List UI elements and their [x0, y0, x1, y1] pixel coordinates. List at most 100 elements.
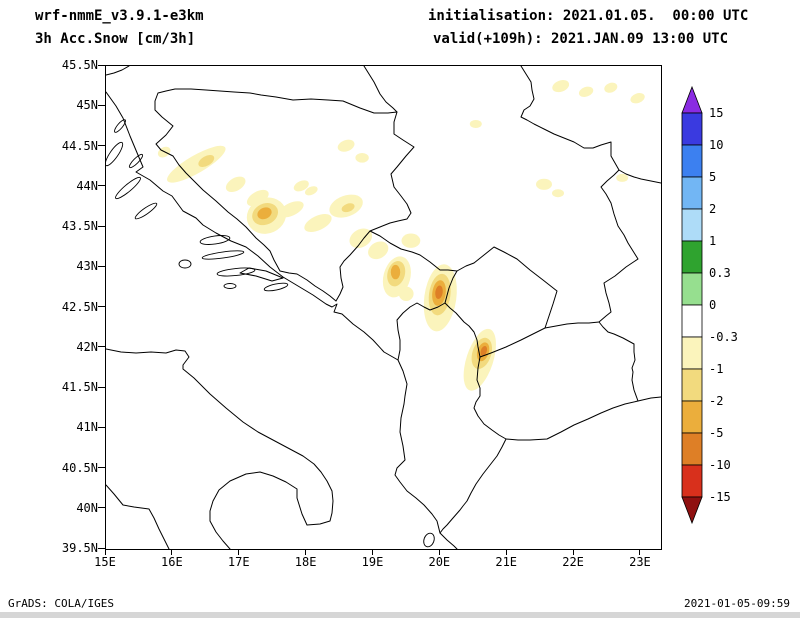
- island-hvar: [201, 250, 245, 260]
- snow-area: [225, 176, 246, 193]
- x-axis-tick: [572, 549, 574, 555]
- border-albania-macedonia: [473, 356, 507, 440]
- snow-area: [401, 233, 421, 248]
- island-dugi-otok: [115, 176, 141, 200]
- colorbar-segment: [681, 272, 703, 306]
- x-axis-tick: [371, 549, 373, 555]
- snow-area: [604, 82, 618, 93]
- border-croatia-bosnia-serbia: [154, 66, 398, 302]
- colorbar-label: 2: [709, 202, 716, 216]
- coastlines: [106, 91, 458, 549]
- snow-area: [167, 145, 226, 183]
- x-axis-tick: [438, 549, 440, 555]
- island-kornati: [134, 202, 158, 220]
- coastline-italy-tyrrhenian: [106, 484, 170, 549]
- snow-area: [536, 178, 552, 190]
- island-lastovo: [223, 283, 237, 289]
- colorbar-segment: [681, 240, 703, 274]
- coastline-italy-adriatic: [106, 348, 334, 549]
- colorbar-segment: [681, 368, 703, 402]
- y-axis-tick-label: 44.5N: [61, 138, 98, 153]
- colorbar: 15 10 5 2 1 0.3 0 -0.3 -1 -2 -5 -10 -15: [681, 85, 738, 525]
- snow-area: [349, 228, 373, 249]
- border-macedonia-bulgaria: [598, 321, 639, 402]
- colorbar-label: 15: [709, 106, 723, 120]
- y-axis-tick: [98, 306, 105, 307]
- colorbar-label: -1: [709, 362, 723, 376]
- island-brac: [199, 235, 231, 245]
- x-axis-tick-label: 20E: [428, 555, 451, 569]
- y-axis-tick-label: 40.5N: [61, 460, 98, 475]
- snow-area: [552, 189, 564, 198]
- x-axis-tick: [238, 549, 240, 555]
- y-axis-tick: [98, 426, 105, 428]
- colorbar-arrow-down: [681, 496, 703, 525]
- model-title: wrf-nmmE_v3.9.1-e3km: [35, 8, 204, 24]
- x-axis-tick-label: 23E: [629, 555, 651, 569]
- y-axis-tick: [98, 145, 105, 146]
- colorbar-label: 0.3: [709, 266, 731, 280]
- y-axis-tick-label: 41.5N: [61, 380, 98, 394]
- creation-timestamp: 2021-01-05-09:59: [684, 597, 790, 610]
- map-canvas: [106, 66, 661, 549]
- x-axis-tick-label: 15E: [94, 555, 116, 569]
- island-pag: [106, 141, 124, 167]
- colorbar-label: 0: [709, 298, 716, 312]
- y-axis-tick: [98, 104, 105, 106]
- snow-area: [257, 207, 272, 220]
- colorbar-segment: [681, 432, 703, 466]
- colorbar-label: 10: [709, 138, 723, 152]
- border-greece-bulgaria: [637, 396, 661, 402]
- y-axis-tick: [98, 64, 105, 66]
- x-axis-tick: [639, 549, 641, 555]
- border-macedonia-greece: [505, 400, 639, 441]
- colorbar-segment: [681, 176, 703, 210]
- snow-area: [355, 153, 369, 163]
- colorbar-label: -15: [709, 490, 731, 504]
- snow-area: [304, 213, 332, 233]
- border-kosovo: [444, 246, 558, 358]
- peljesac-peninsula: [239, 267, 284, 282]
- snow-area: [341, 203, 355, 213]
- x-axis-tick: [171, 549, 173, 555]
- x-axis-tick-label: 22E: [562, 555, 584, 569]
- y-axis-tick: [98, 507, 105, 509]
- colorbar-label: 1: [709, 234, 716, 248]
- colorbar-label: -5: [709, 426, 723, 440]
- snow-area: [480, 345, 488, 357]
- y-axis-tick-label: 42.5N: [61, 299, 98, 314]
- border-slovenia-croatia: [106, 66, 130, 76]
- snow-area: [390, 264, 401, 280]
- border-serbia-bulgaria: [598, 169, 639, 323]
- y-axis-tick: [98, 185, 105, 187]
- x-axis-tick: [505, 549, 507, 555]
- border-romania-bulgaria: [618, 169, 661, 184]
- y-axis-tick-label: 39.5N: [61, 541, 98, 555]
- snow-area: [198, 154, 215, 168]
- snow-area: [469, 120, 482, 128]
- x-axis-tick-label: 16E: [161, 555, 183, 569]
- colorbar-arrow-up: [681, 85, 703, 114]
- x-axis-tick: [104, 549, 106, 555]
- colorbar-segment: [681, 112, 703, 146]
- island: [128, 153, 144, 169]
- island: [114, 119, 126, 133]
- border-montenegro-albania: [396, 302, 446, 361]
- y-axis-tick-label: 44N: [76, 178, 98, 193]
- x-axis-tick-label: 17E: [227, 555, 250, 569]
- snow-area: [616, 173, 629, 182]
- border-montenegro-serbia: [369, 230, 458, 272]
- colorbar-label: -0.3: [709, 330, 738, 344]
- y-axis-tick-label: 43.5N: [61, 219, 98, 233]
- border-serbia-macedonia: [544, 321, 600, 329]
- island-korcula: [216, 267, 256, 277]
- colorbar-label: 5: [709, 170, 716, 184]
- snow-area: [246, 189, 269, 207]
- colorbar-segment: [681, 304, 703, 338]
- y-axis-tick: [98, 386, 105, 388]
- coastline-east-adriatic: [106, 91, 458, 549]
- snow-area: [368, 241, 389, 260]
- islands: [106, 119, 435, 548]
- window-bottom-strip: [0, 612, 800, 618]
